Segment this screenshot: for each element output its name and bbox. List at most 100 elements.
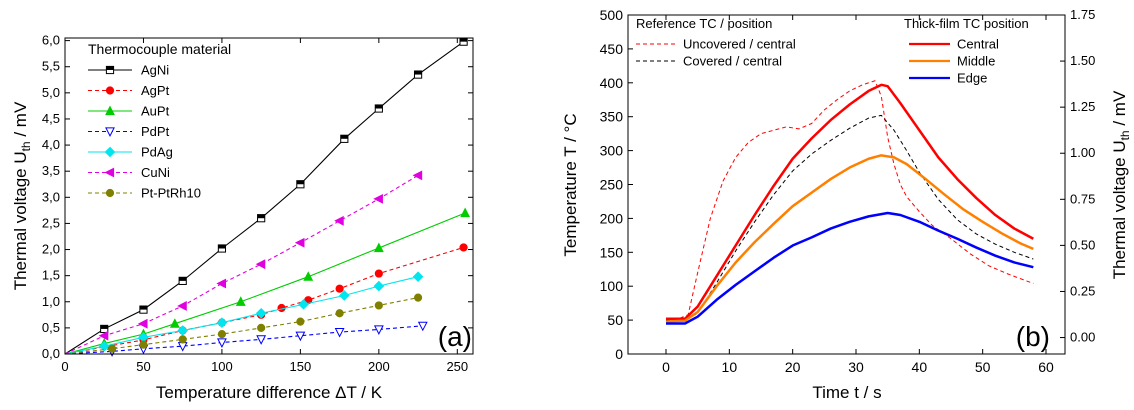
panel-a-tag: (a) (438, 321, 472, 352)
panel-b-legend-reference: Reference TC / position Uncovered / cent… (636, 16, 796, 69)
panel-a-x-tick-label-250: 250 (446, 359, 468, 374)
panel-a-point-agni-9-fill (414, 70, 422, 75)
panel-a-legend-marker-aupt (105, 105, 115, 116)
panel-a-legend-label-cuni: CuNi (141, 165, 170, 180)
panel-a-point-pdag-5 (255, 307, 267, 319)
panel-b-x-tick-label-20: 20 (785, 359, 801, 375)
panel-a-point-agni-5-fill (257, 214, 265, 219)
panel-b-left-y-tick-label-500: 500 (600, 7, 624, 23)
panel-a-legend-label-pdag: PdAg (141, 145, 173, 160)
panel-a-point-agni-10-fill (459, 38, 468, 42)
panel-b-right-y-tick-label-4: 1.00 (1070, 145, 1095, 160)
panel-a-x-tick-label-150: 150 (290, 359, 312, 374)
panel-a-legend-label-pdpt: PdPt (141, 124, 170, 139)
panel-b-right-y-label-sub: th (1118, 130, 1132, 140)
panel-a-point-agni-2-fill (139, 306, 148, 310)
panel-a-series-line-aupt (64, 212, 466, 355)
panel-a-legend-marker-pdag (104, 146, 116, 158)
panel-a-point-pdag-9 (412, 271, 424, 283)
panel-a-y-tick-label-0: 0,0 (42, 346, 60, 361)
panel-a-point-pt-ptrh10-6 (296, 317, 305, 326)
panel-a-point-cuni-2 (137, 318, 148, 329)
panel-b-left-y-tick-label-450: 450 (600, 41, 624, 57)
panel-a-point-pdpt-6 (295, 331, 306, 342)
panel-b-x-axis-label: Time t / s (812, 383, 881, 402)
panel-b-x-tick-label-40: 40 (912, 359, 928, 375)
panel-a-plot-frame (64, 37, 474, 355)
panel-b-left-y-tick-label-150: 150 (600, 244, 624, 260)
panel-b-series-line-central (666, 83, 1034, 320)
panel-b-left-y-tick-label-250: 250 (600, 177, 624, 193)
panel-a-legend-marker-pt-ptrh10 (105, 188, 115, 198)
panel-b-left-y-tick-label-400: 400 (600, 75, 624, 91)
panel-a-point-agni-3-fill (179, 277, 187, 281)
panel-b-right-y-tick-label-7: 1.75 (1070, 7, 1095, 22)
panel-a-point-agni-7-fill (340, 135, 348, 139)
panel-b-series-line-covered-central (666, 114, 1034, 321)
panel-b-legend-thickfilm-title: Thick-film TC position (904, 16, 1029, 31)
panel-a-point-cuni-9 (412, 170, 423, 181)
panel-a-point-pdpt-4 (217, 338, 227, 349)
panel-a-point-aupt-5 (303, 271, 314, 281)
panel-a-point-agpt-9 (459, 243, 468, 252)
panel-a-legend-label-pt-ptrh10: Pt-PtRh10 (141, 186, 201, 201)
panel-a-legend-marker-pdpt (105, 127, 115, 137)
panel-a-y-label-sub: th (19, 141, 33, 151)
panel-a-legend: Thermocouple material AgNi AgPt AuPt PdPt Pd… (88, 41, 231, 201)
panel-a-point-cuni-8 (373, 193, 383, 204)
panel-b-left-y-tick-label-50: 50 (607, 312, 623, 328)
panel-a: 0 50 100 150 200 250 0,0 0,5 1,0 1,5 2,0 2,5 3,0 3,5 4… (11, 33, 474, 402)
panel-a-point-pt-ptrh10-3 (178, 335, 187, 344)
panel-a-series-line-cuni (64, 174, 419, 355)
panel-b-legend-thickfilm: Thick-film TC position Central Middle Edge (904, 16, 1029, 86)
panel-a-point-cuni-5 (255, 259, 266, 270)
panel-b-left-y-axis-label: Temperature T / °C (561, 113, 580, 256)
panel-b-right-y-tick-label-3: 0.75 (1070, 191, 1095, 206)
panel-a-point-cuni-7 (334, 215, 344, 226)
panel-b-left-y-tick-label-0: 0 (615, 346, 623, 362)
panel-b-x-tick-label-10: 10 (722, 359, 738, 375)
panel-b-right-y-tick-label-1: 0.25 (1070, 283, 1095, 298)
panel-a-point-pt-ptrh10-8 (374, 301, 383, 310)
panel-b-legend-label-uncovered-central: Uncovered / central (683, 37, 796, 52)
panel-b-x-tick-label-0: 0 (662, 359, 670, 375)
panel-b-right-y-tick-label-5: 1.25 (1070, 99, 1095, 114)
panel-a-y-tick-label-7: 3,5 (42, 163, 60, 178)
panel-a-point-pdag-4 (216, 317, 228, 328)
panel-a-legend-label-agni: AgNi (141, 63, 169, 78)
panel-a-point-pdag-1 (98, 340, 110, 352)
panel-a-point-pt-ptrh10-9 (413, 293, 423, 302)
panel-a-y-label-unit: / mV (11, 101, 30, 141)
panel-a-x-tick-label-200: 200 (368, 359, 390, 374)
panel-a-y-label-main: Thermal voltage U (11, 151, 30, 290)
panel-a-y-tick-label-10: 5,0 (42, 85, 60, 100)
panel-a-y-tick-label-4: 2,0 (42, 242, 60, 257)
panel-b-right-y-label-unit: / mV (1110, 90, 1129, 130)
panel-a-point-pdag-6 (298, 299, 309, 310)
panel-b-left-y-tick-label-350: 350 (600, 109, 624, 125)
panel-b-right-y-tick-label-2: 0.50 (1070, 237, 1095, 252)
panel-a-legend-label-aupt: AuPt (141, 104, 170, 119)
panel-b-legend-label-middle: Middle (957, 54, 995, 69)
panel-a-point-cuni-3 (177, 301, 187, 311)
panel-a-legend-title: Thermocouple material (88, 41, 231, 57)
panel-b-x-tick-label-50: 50 (975, 359, 991, 375)
panel-b-series-line-middle (665, 154, 1034, 323)
panel-b-legend-label-central: Central (957, 37, 999, 52)
panel-a-y-tick-label-8: 4,0 (42, 137, 60, 152)
panel-a-point-pt-ptrh10-2 (139, 340, 148, 349)
panel-b-x-tick-label-30: 30 (848, 359, 864, 375)
panel-a-series-line-pdpt (64, 325, 423, 355)
panel-a-legend-marker-agpt (105, 86, 115, 95)
panel-b-left-y-tick-label-300: 300 (600, 143, 624, 159)
panel-a-point-aupt-4 (235, 296, 246, 306)
panel-b-right-y-tick-label-6: 1.50 (1070, 53, 1095, 68)
panel-a-y-tick-label-2: 1,0 (42, 294, 60, 309)
panel-a-y-axis-label: Thermal voltage Uth / mV (11, 101, 33, 290)
panel-a-point-agpt-7 (335, 284, 344, 293)
panel-b-legend-reference-title: Reference TC / position (636, 16, 772, 31)
panel-a-y-tick-label-12: 6,0 (42, 33, 60, 48)
panel-a-legend-label-agpt: AgPt (141, 83, 170, 98)
panel-a-legend-marker-agni-fill (106, 66, 114, 70)
